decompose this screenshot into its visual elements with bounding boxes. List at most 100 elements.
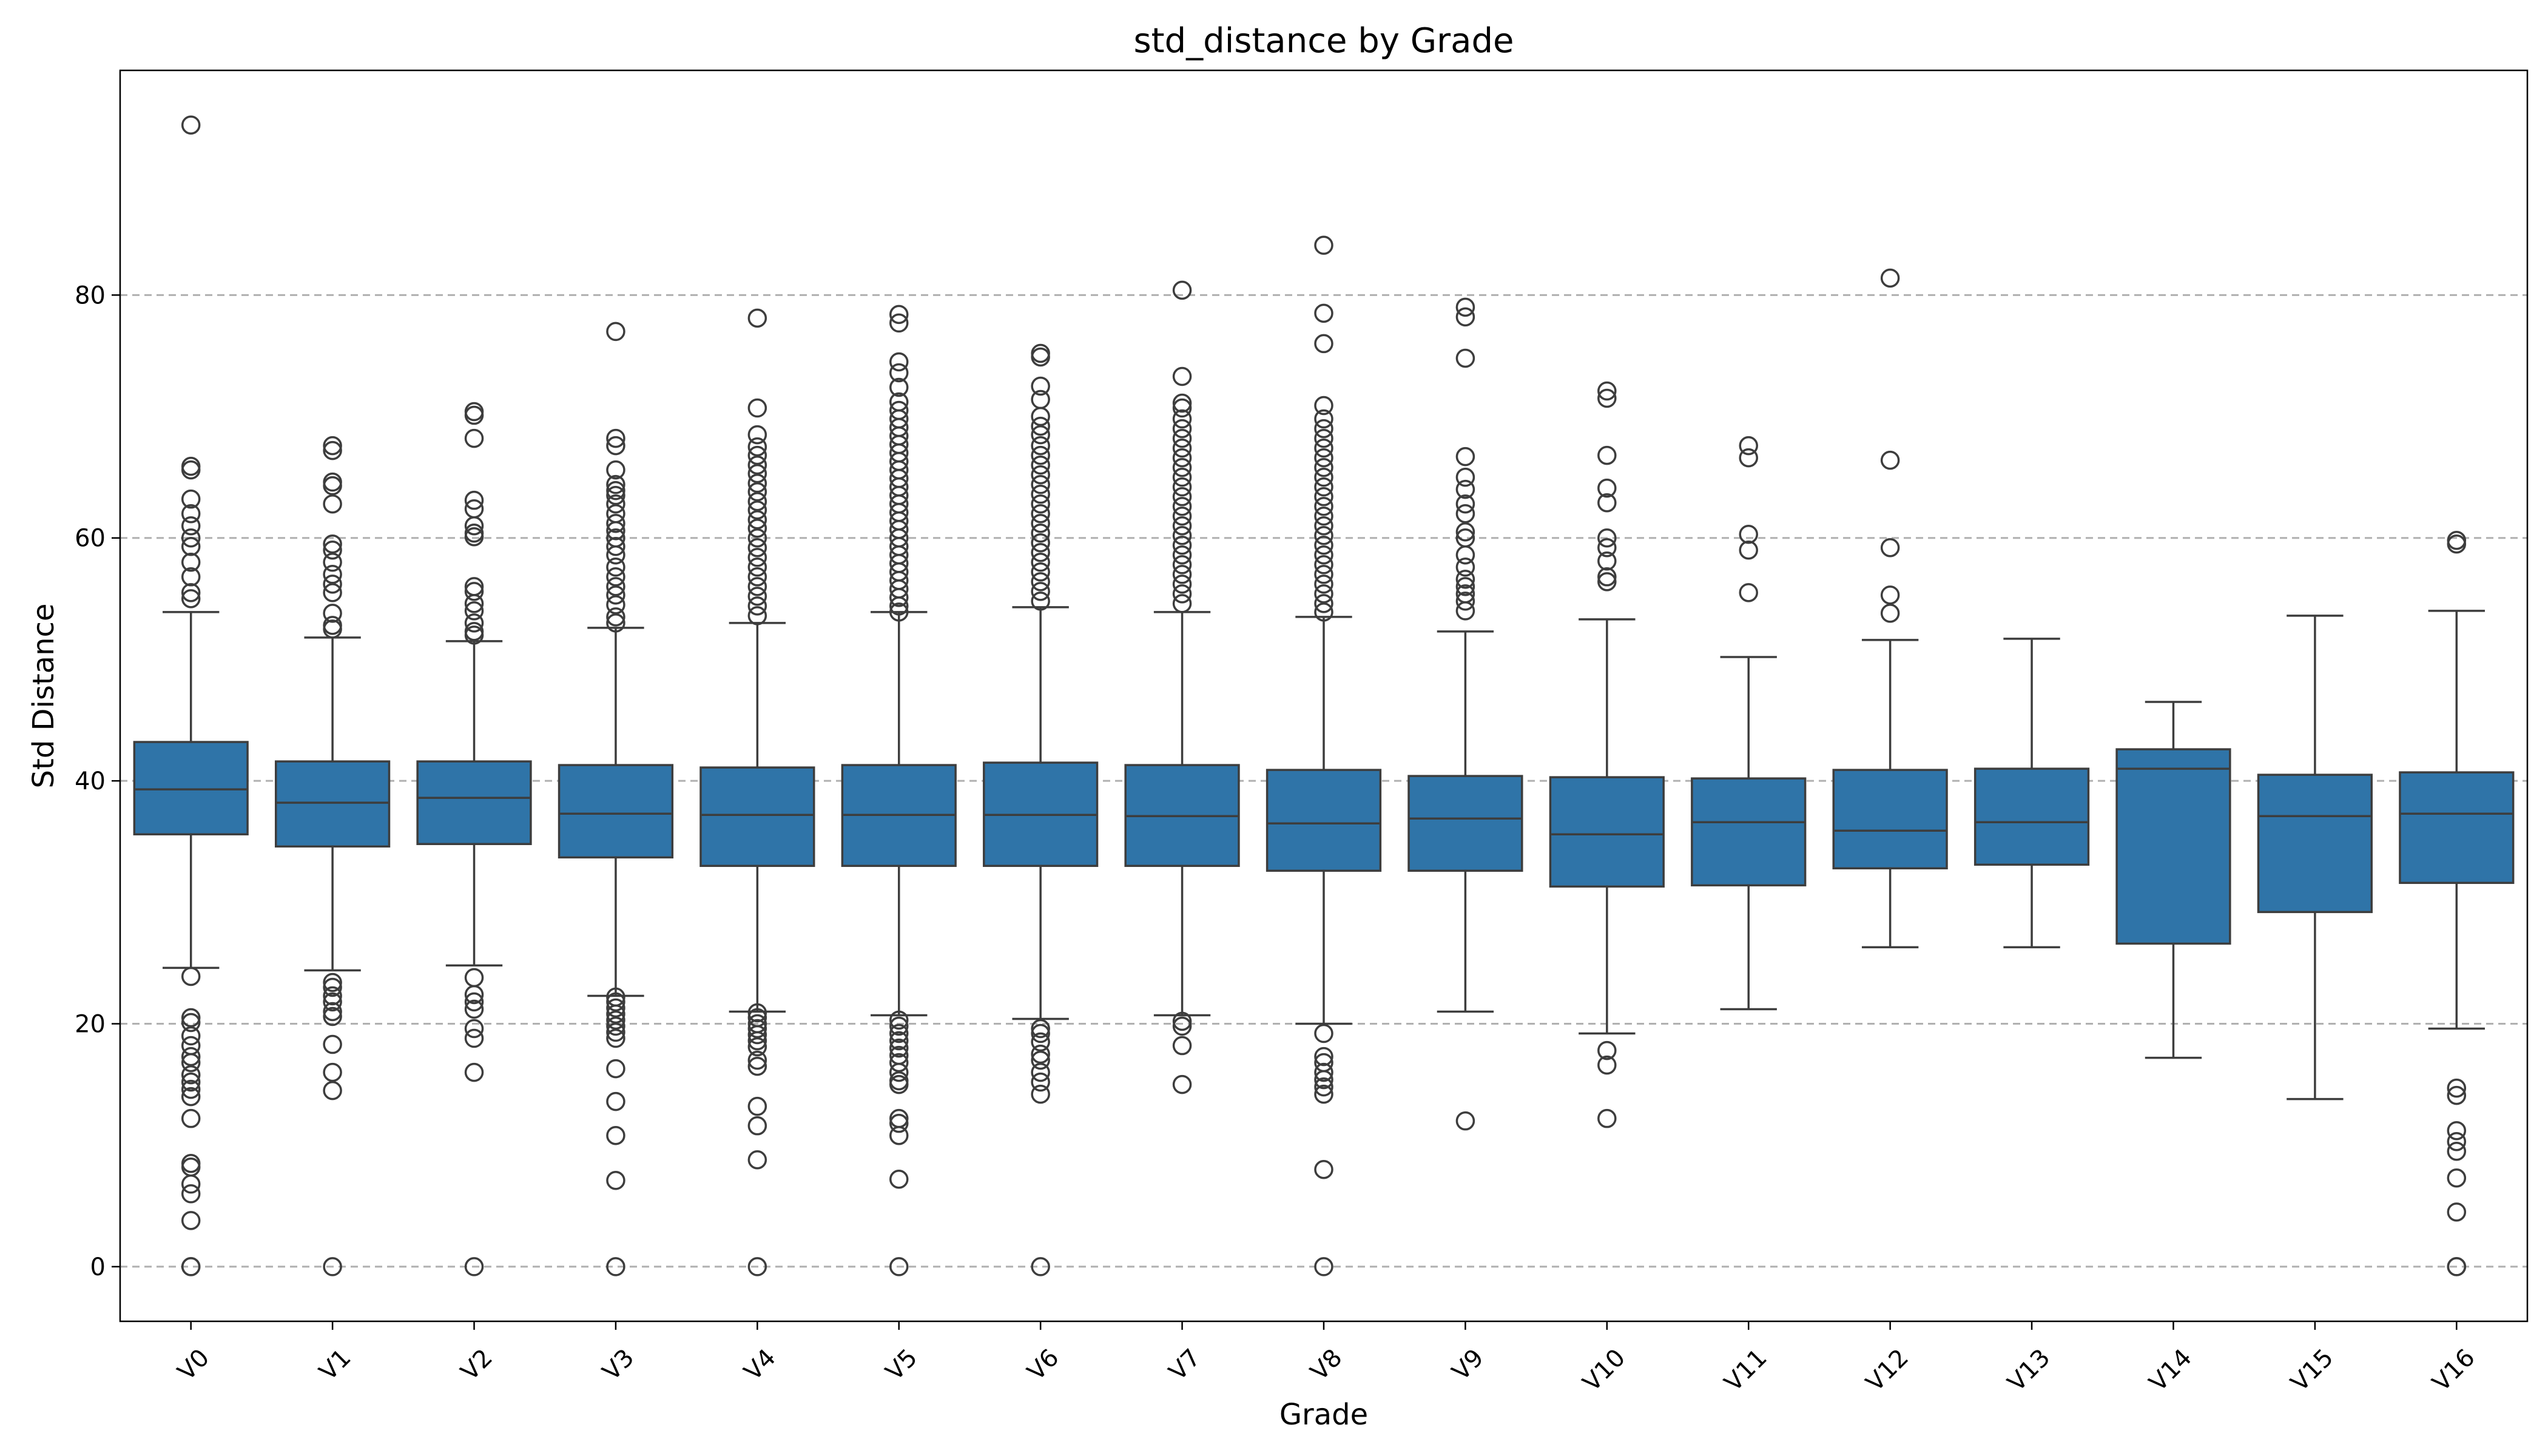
- outlier-point: [1031, 376, 1050, 396]
- box-group-V0: [133, 115, 249, 1276]
- outlier-point: [1314, 448, 1333, 468]
- outlier-point: [1314, 438, 1333, 458]
- outlier-point: [606, 521, 625, 541]
- outlier-point: [2447, 1085, 2467, 1105]
- outlier-point: [1172, 457, 1192, 477]
- outlier-point: [1031, 425, 1050, 445]
- outlier-point: [606, 1059, 625, 1079]
- outlier-point: [1031, 455, 1050, 475]
- x-tick-label: V5: [880, 1344, 923, 1386]
- outlier-point: [1314, 457, 1333, 477]
- outlier-point: [747, 473, 767, 493]
- outlier-point: [1031, 406, 1050, 426]
- outlier-point: [889, 588, 909, 607]
- outlier-point: [606, 480, 625, 500]
- box-iqr: [416, 760, 532, 845]
- outlier-point: [464, 428, 484, 448]
- outlier-point: [1172, 545, 1192, 565]
- outlier-point: [606, 607, 625, 627]
- outlier-point: [181, 567, 201, 587]
- outlier-point: [606, 558, 625, 577]
- outlier-point: [1314, 496, 1333, 516]
- outlier-point: [606, 1091, 625, 1111]
- box-group-V12: [1832, 268, 1948, 949]
- x-tick-label: V11: [1719, 1344, 1773, 1397]
- outlier-point: [606, 545, 625, 565]
- outlier-point: [747, 596, 767, 616]
- outlier-point: [606, 1016, 625, 1036]
- outlier-point: [1031, 562, 1050, 582]
- outlier-point: [1172, 419, 1192, 439]
- outlier-point: [1314, 409, 1333, 429]
- outlier-point: [323, 1062, 342, 1082]
- outlier-point: [606, 513, 625, 533]
- outlier-point: [2447, 1141, 2467, 1161]
- outlier-point: [323, 476, 342, 496]
- outlier-point: [1739, 448, 1758, 468]
- outlier-point: [747, 425, 767, 445]
- outlier-point: [181, 489, 201, 509]
- box-iqr: [1266, 769, 1382, 872]
- outlier-point: [181, 553, 201, 572]
- outlier-point: [747, 1056, 767, 1076]
- outlier-point: [464, 999, 484, 1019]
- x-tick-label: V1: [314, 1344, 357, 1386]
- outlier-point: [1314, 334, 1333, 354]
- outlier-point: [181, 1079, 201, 1099]
- outlier-point: [181, 516, 201, 536]
- outlier-point: [1031, 1019, 1050, 1039]
- outlier-point: [1314, 467, 1333, 487]
- outlier-point: [1172, 409, 1192, 429]
- outlier-point: [889, 363, 909, 383]
- outlier-point: [1172, 1074, 1192, 1094]
- x-tick-label: V16: [2427, 1344, 2481, 1397]
- outlier-point: [181, 1026, 201, 1046]
- outlier-point: [889, 1170, 909, 1189]
- box-iqr: [2115, 748, 2231, 945]
- box-group-V1: [275, 436, 391, 1276]
- outlier-point: [1314, 594, 1333, 613]
- box-group-V3: [558, 322, 674, 1276]
- outlier-point: [323, 619, 342, 639]
- outlier-point: [1455, 479, 1475, 499]
- outlier-point: [323, 436, 342, 456]
- outlier-point: [323, 575, 342, 594]
- outlier-point: [606, 537, 625, 556]
- outlier-point: [889, 1125, 909, 1145]
- outlier-point: [323, 1080, 342, 1100]
- outlier-point: [464, 402, 484, 422]
- outlier-point: [747, 548, 767, 567]
- y-tick-label: 80: [75, 281, 106, 309]
- outlier-point: [464, 516, 484, 536]
- outlier-point: [323, 1006, 342, 1026]
- outlier-point: [1314, 1046, 1333, 1067]
- outlier-point: [1031, 347, 1050, 367]
- outlier-point: [1880, 268, 1900, 288]
- outlier-point: [606, 585, 625, 605]
- box-iqr: [2399, 771, 2515, 885]
- outlier-point: [323, 1257, 342, 1276]
- outlier-point: [1597, 1055, 1617, 1075]
- outlier-point: [1314, 477, 1333, 497]
- outlier-point: [1031, 494, 1050, 514]
- outlier-point: [1031, 1084, 1050, 1104]
- outlier-point: [606, 1257, 625, 1276]
- x-tick-label: V13: [2003, 1344, 2056, 1397]
- y-tick-label: 60: [75, 525, 106, 553]
- outlier-point: [1031, 553, 1050, 572]
- outlier-point: [181, 1108, 201, 1128]
- outlier-point: [181, 966, 201, 986]
- box-iqr: [133, 741, 249, 835]
- outlier-point: [1880, 450, 1900, 470]
- outlier-point: [747, 1116, 767, 1136]
- outlier-point: [606, 613, 625, 633]
- outlier-point: [606, 485, 625, 505]
- y-axis-label: Std Distance: [27, 604, 61, 789]
- outlier-point: [1031, 436, 1050, 456]
- outlier-point: [889, 1257, 909, 1276]
- outlier-point: [181, 1257, 201, 1276]
- box-iqr: [2257, 774, 2373, 914]
- outlier-point: [1597, 567, 1617, 587]
- outlier-point: [747, 500, 767, 520]
- outlier-point: [323, 1002, 342, 1022]
